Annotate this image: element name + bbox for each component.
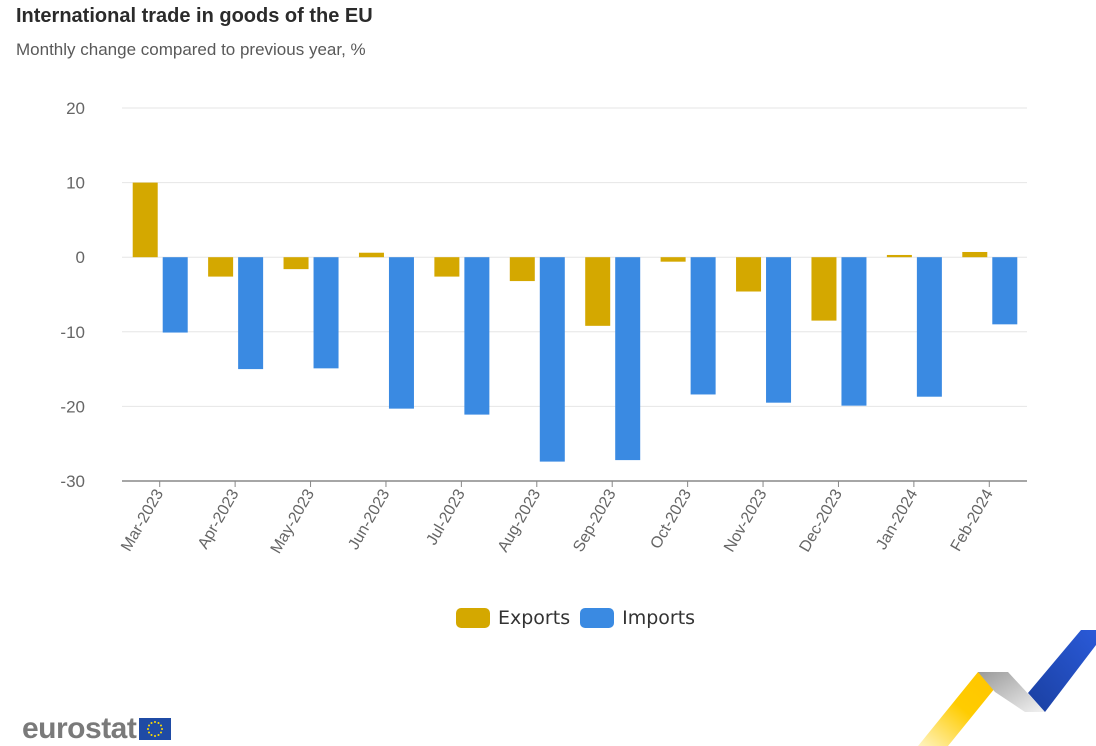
x-tick-label: Apr-2023 — [195, 486, 243, 552]
legend-label-imports: Imports — [622, 607, 696, 629]
chart-subtitle: Monthly change compared to previous year… — [16, 40, 366, 59]
eurostat-logo: eurostat — [22, 712, 172, 746]
logo-text: eurostat — [22, 712, 137, 745]
gridlines — [122, 107, 1027, 407]
chart-title: International trade in goods of the EU — [16, 5, 373, 27]
bar-imports[interactable] — [841, 257, 867, 406]
legend-item-exports[interactable]: Exports — [456, 607, 570, 629]
bar-exports[interactable] — [886, 254, 912, 258]
bar-imports[interactable] — [464, 257, 490, 415]
bar-exports[interactable] — [132, 182, 158, 258]
bar-exports[interactable] — [736, 257, 762, 292]
bars — [132, 182, 1018, 462]
legend: Exports Imports — [456, 607, 705, 629]
bar-exports[interactable] — [283, 257, 309, 270]
exports-swatch — [456, 608, 490, 628]
legend-item-imports[interactable]: Imports — [580, 607, 695, 629]
x-tick-label: Aug-2023 — [495, 486, 544, 555]
x-tick-label: Jan-2024 — [873, 486, 921, 552]
x-tick-label: Feb-2024 — [948, 486, 997, 554]
x-tick-label: Dec-2023 — [797, 486, 846, 555]
y-tick-label: -30 — [60, 472, 85, 491]
bar-imports[interactable] — [388, 257, 414, 409]
bar-imports[interactable] — [615, 257, 641, 461]
bar-exports[interactable] — [509, 257, 535, 282]
eurostat-ribbon-graphic — [918, 630, 1096, 746]
bar-exports[interactable] — [208, 257, 234, 277]
bar-exports[interactable] — [434, 257, 460, 277]
y-axis-ticks: 20 10 0 -10 -20 -30 — [60, 99, 85, 491]
x-tick-label: Nov-2023 — [721, 486, 770, 555]
bar-exports[interactable] — [660, 257, 686, 262]
bar-exports[interactable] — [585, 257, 611, 326]
bar-imports[interactable] — [690, 257, 716, 395]
bar-exports[interactable] — [811, 257, 837, 321]
bar-imports[interactable] — [162, 257, 188, 333]
bar-imports[interactable] — [238, 257, 264, 370]
bar-imports[interactable] — [539, 257, 565, 462]
bar-chart: 20 10 0 -10 -20 -30 Mar-2023 Apr-2023 May-2023 J… — [60, 99, 1027, 557]
x-tick-label: Jul-2023 — [423, 486, 468, 548]
y-tick-label: 10 — [66, 174, 85, 193]
x-tick-label: Oct-2023 — [647, 486, 695, 552]
x-tick-label: Jun-2023 — [345, 486, 393, 552]
x-tick-label: Mar-2023 — [118, 486, 167, 554]
y-tick-label: 20 — [66, 99, 85, 118]
imports-swatch — [580, 608, 615, 628]
bar-imports[interactable] — [313, 257, 339, 369]
x-tick-label: May-2023 — [268, 486, 318, 556]
legend-label-exports: Exports — [498, 607, 571, 629]
bar-exports[interactable] — [962, 251, 988, 258]
x-axis: Mar-2023 Apr-2023 May-2023 Jun-2023 Jul-2023… — [118, 480, 1027, 557]
y-tick-label: 0 — [76, 248, 85, 267]
bar-imports[interactable] — [916, 257, 942, 397]
x-tick-label: Sep-2023 — [570, 486, 619, 555]
y-tick-label: -10 — [60, 323, 85, 342]
bar-imports[interactable] — [766, 257, 792, 403]
bar-exports[interactable] — [358, 252, 384, 258]
eu-flag-icon — [139, 718, 172, 740]
bar-imports[interactable] — [992, 257, 1018, 325]
y-tick-label: -20 — [60, 397, 85, 416]
